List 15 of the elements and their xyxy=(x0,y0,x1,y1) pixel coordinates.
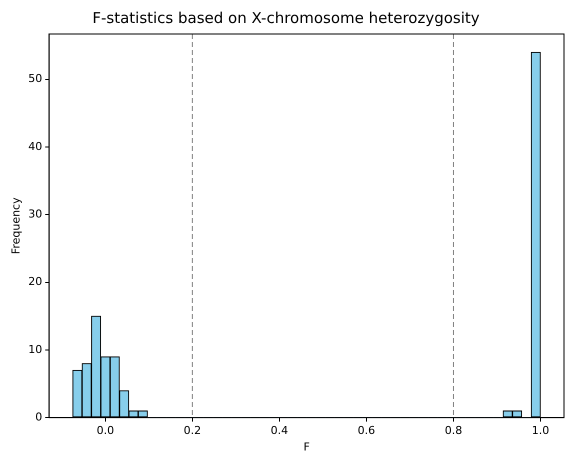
x-tick-label: 0.2 xyxy=(184,424,202,438)
x-tick-label: 1.0 xyxy=(532,424,550,438)
x-tick-label: 0.4 xyxy=(270,424,288,438)
y-tick-label: 30 xyxy=(28,207,42,220)
y-tick-label: 50 xyxy=(28,72,42,86)
x-tick-label: 0.0 xyxy=(96,424,114,438)
y-tick-label: 20 xyxy=(28,275,42,288)
y-axis-title: Frequency xyxy=(9,196,22,254)
x-tick-label: 0.8 xyxy=(444,424,462,438)
x-axis-title: F xyxy=(303,440,310,454)
y-tick-label: 0 xyxy=(35,410,42,424)
y-tick-label: 10 xyxy=(28,342,42,356)
y-tick-label: 40 xyxy=(28,140,42,153)
x-tick-label: 0.6 xyxy=(358,424,376,438)
chart-title: F-statistics based on X-chromosome heterozygosity xyxy=(92,8,480,27)
